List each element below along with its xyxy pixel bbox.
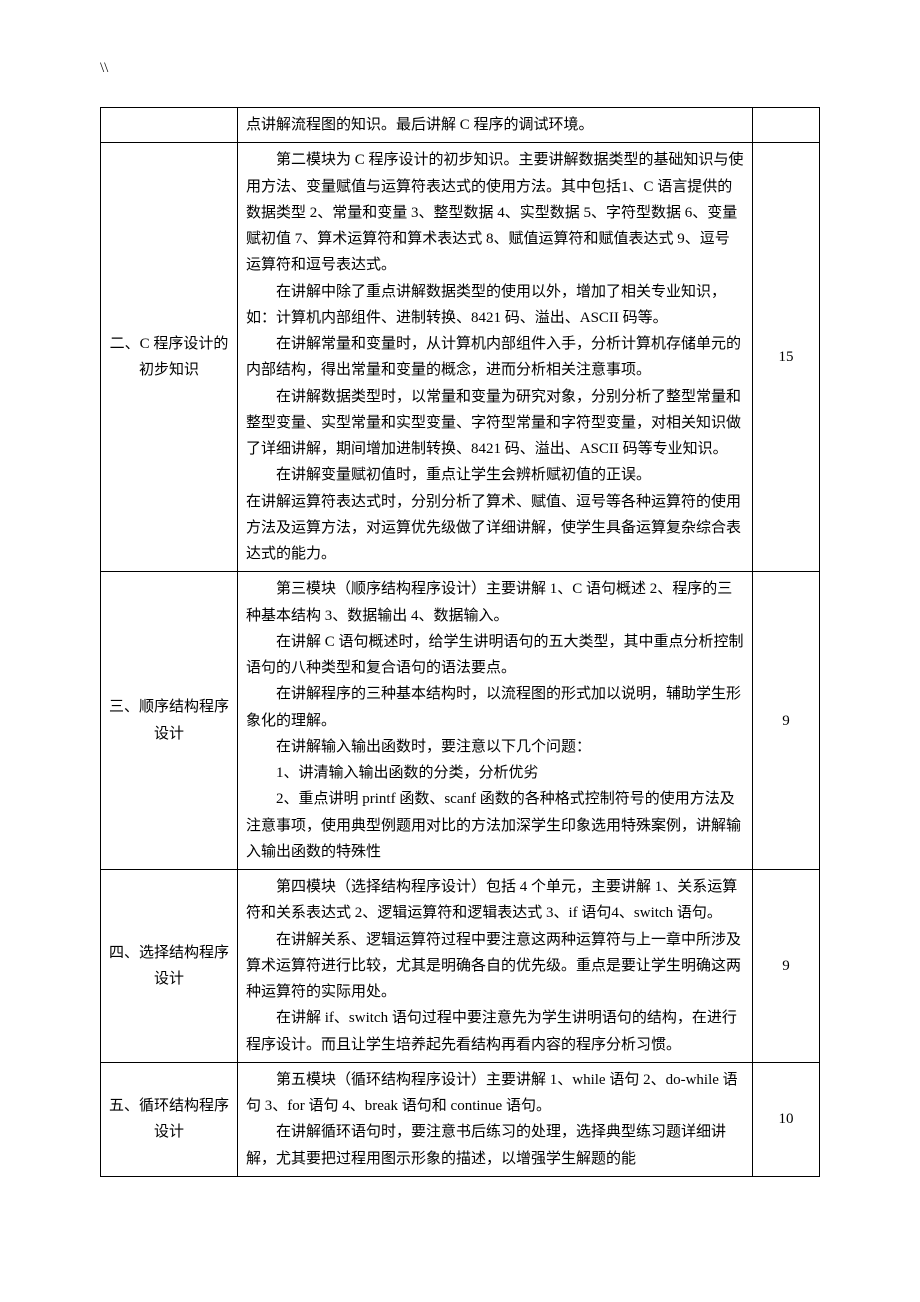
content-paragraph: 第二模块为 C 程序设计的初步知识。主要讲解数据类型的基础知识与使用方法、变量赋… (246, 147, 744, 278)
module-content-cell: 第四模块（选择结构程序设计）包括 4 个单元，主要讲解 1、关系运算符和关系表达… (238, 870, 753, 1063)
module-content-cell: 点讲解流程图的知识。最后讲解 C 程序的调试环境。 (238, 108, 753, 143)
content-paragraph: 在讲解 C 语句概述时，给学生讲明语句的五大类型，其中重点分析控制语句的八种类型… (246, 629, 744, 682)
module-content-cell: 第五模块（循环结构程序设计）主要讲解 1、while 语句 2、do-while… (238, 1062, 753, 1176)
content-paragraph: 第四模块（选择结构程序设计）包括 4 个单元，主要讲解 1、关系运算符和关系表达… (246, 874, 744, 927)
module-content-cell: 第二模块为 C 程序设计的初步知识。主要讲解数据类型的基础知识与使用方法、变量赋… (238, 143, 753, 572)
module-title-cell (101, 108, 238, 143)
table-row: 点讲解流程图的知识。最后讲解 C 程序的调试环境。 (101, 108, 820, 143)
content-paragraph: 在讲解常量和变量时，从计算机内部组件入手，分析计算机存储单元的内部结构，得出常量… (246, 331, 744, 384)
content-paragraph: 在讲解输入输出函数时，要注意以下几个问题： (246, 734, 744, 760)
content-paragraph: 在讲解中除了重点讲解数据类型的使用以外，增加了相关专业知识，如：计算机内部组件、… (246, 279, 744, 332)
table-row: 四、选择结构程序设计第四模块（选择结构程序设计）包括 4 个单元，主要讲解 1、… (101, 870, 820, 1063)
module-hours-cell: 10 (753, 1062, 820, 1176)
table-row: 三、顺序结构程序设计第三模块（顺序结构程序设计）主要讲解 1、C 语句概述 2、… (101, 572, 820, 870)
module-hours-cell: 9 (753, 572, 820, 870)
content-paragraph: 点讲解流程图的知识。最后讲解 C 程序的调试环境。 (246, 112, 744, 138)
content-paragraph: 第五模块（循环结构程序设计）主要讲解 1、while 语句 2、do-while… (246, 1067, 744, 1120)
table-row: 五、循环结构程序设计第五模块（循环结构程序设计）主要讲解 1、while 语句 … (101, 1062, 820, 1176)
module-title-cell: 三、顺序结构程序设计 (101, 572, 238, 870)
content-paragraph: 在讲解运算符表达式时，分别分析了算术、赋值、逗号等各种运算符的使用方法及运算方法… (246, 489, 744, 568)
module-hours-cell (753, 108, 820, 143)
content-paragraph: 在讲解 if、switch 语句过程中要注意先为学生讲明语句的结构，在进行程序设… (246, 1005, 744, 1058)
content-paragraph: 2、重点讲明 printf 函数、scanf 函数的各种格式控制符号的使用方法及… (246, 786, 744, 865)
page: \\ 点讲解流程图的知识。最后讲解 C 程序的调试环境。二、C 程序设计的初步知… (0, 0, 920, 1237)
module-content-cell: 第三模块（顺序结构程序设计）主要讲解 1、C 语句概述 2、程序的三种基本结构 … (238, 572, 753, 870)
syllabus-table: 点讲解流程图的知识。最后讲解 C 程序的调试环境。二、C 程序设计的初步知识第二… (100, 107, 820, 1177)
module-title-cell: 五、循环结构程序设计 (101, 1062, 238, 1176)
module-title-cell: 四、选择结构程序设计 (101, 870, 238, 1063)
content-paragraph: 1、讲清输入输出函数的分类，分析优劣 (246, 760, 744, 786)
content-paragraph: 在讲解程序的三种基本结构时，以流程图的形式加以说明，辅助学生形象化的理解。 (246, 681, 744, 734)
content-paragraph: 在讲解数据类型时，以常量和变量为研究对象，分别分析了整型常量和整型变量、实型常量… (246, 384, 744, 463)
header-mark: \\ (100, 60, 820, 77)
content-paragraph: 第三模块（顺序结构程序设计）主要讲解 1、C 语句概述 2、程序的三种基本结构 … (246, 576, 744, 629)
module-hours-cell: 9 (753, 870, 820, 1063)
content-paragraph: 在讲解变量赋初值时，重点让学生会辨析赋初值的正误。 (246, 462, 744, 488)
table-row: 二、C 程序设计的初步知识第二模块为 C 程序设计的初步知识。主要讲解数据类型的… (101, 143, 820, 572)
module-hours-cell: 15 (753, 143, 820, 572)
content-paragraph: 在讲解关系、逻辑运算符过程中要注意这两种运算符与上一章中所涉及算术运算符进行比较… (246, 927, 744, 1006)
content-paragraph: 在讲解循环语句时，要注意书后练习的处理，选择典型练习题详细讲解，尤其要把过程用图… (246, 1119, 744, 1172)
module-title-cell: 二、C 程序设计的初步知识 (101, 143, 238, 572)
